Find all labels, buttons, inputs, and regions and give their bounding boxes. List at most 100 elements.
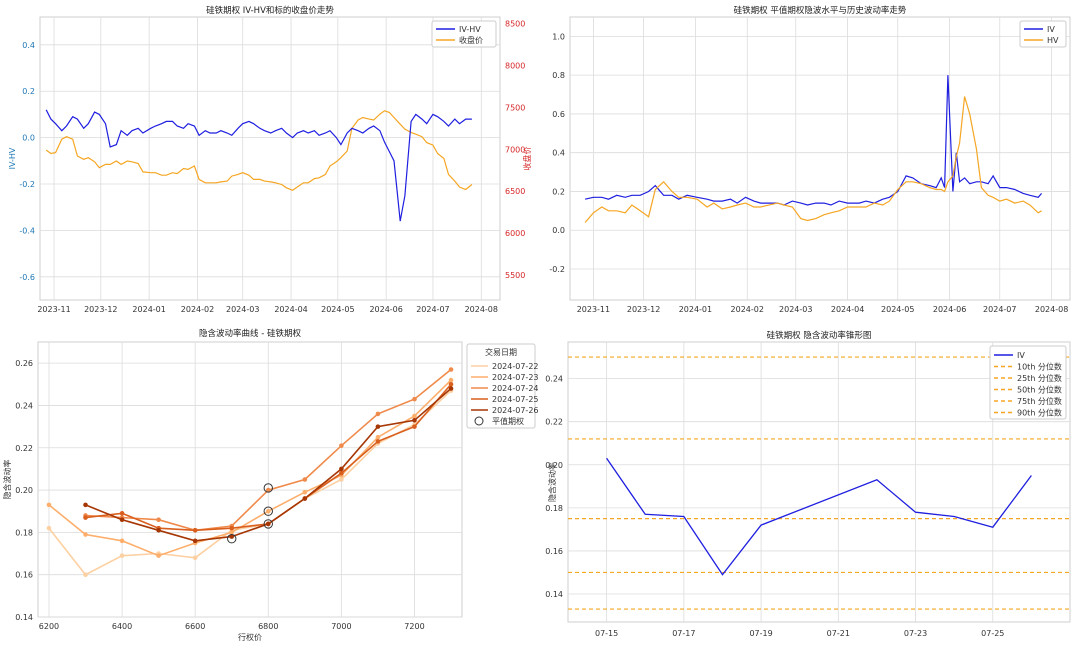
y-tick-label: 0.20 [15, 486, 33, 495]
x-tick-label: 2024-04 [274, 305, 307, 314]
smile-point [229, 534, 235, 539]
smile-point [302, 489, 308, 495]
x-tick-label: 07-15 [595, 629, 618, 638]
legend-atm-swatch [474, 416, 484, 426]
plot-frame [569, 16, 1071, 301]
smile-point [375, 411, 381, 417]
iv-hv-line [45, 109, 472, 222]
iv-line [606, 457, 1032, 576]
y-tick-label: 0.18 [545, 504, 563, 513]
y-tick-label: 0.22 [545, 418, 563, 427]
smile-point [339, 466, 344, 472]
legend-label: 2024-07-24 [492, 384, 539, 393]
legend: 交易日期 2024-07-22 2024-07-23 2024-07-24 2024-0… [466, 343, 539, 429]
chart-title: 硅铁期权 平值期权隐波水平与历史波动率走势 [734, 5, 907, 16]
smile-point [448, 367, 454, 372]
iv-line [584, 75, 1043, 206]
x-tick-label: 6200 [39, 622, 59, 631]
smile-point [265, 521, 271, 527]
x-tick-label: 2023-11 [577, 305, 610, 314]
plot-frame [39, 16, 501, 301]
chart-title: 隐含波动率曲线 - 硅铁期权 [199, 328, 301, 339]
x-tick-label: 2023-12 [84, 305, 117, 314]
legend-label: 50th 分位数 [1017, 385, 1062, 395]
legend-label: 90th 分位数 [1017, 408, 1062, 418]
smile-point [339, 477, 344, 482]
y-tick-label: -0.2 [19, 180, 35, 189]
smile-point [302, 496, 308, 501]
atm-marker [263, 483, 273, 493]
y-axis-label: 隐含波动率 [547, 462, 557, 502]
y-tick-label: 0.2 [552, 187, 565, 196]
smile-point [83, 532, 88, 537]
x-tick-label: 2024-07 [416, 305, 449, 314]
panel-iv-cone: 07-15 07-17 07-19 07-21 07-23 07-25 0.24 0.22 0.… [545, 330, 1071, 638]
smile-point [192, 527, 198, 533]
y-tick-label: -0.6 [19, 273, 35, 282]
y-tick-label: 0.14 [15, 613, 33, 622]
x-tick-label: 07-23 [904, 629, 927, 638]
legend-label: 10th 分位数 [1017, 362, 1062, 372]
x-tick-label: 2024-03 [779, 305, 812, 314]
panel-iv-smile: 6200 6400 6600 6800 7000 7200 0.14 0.16 0.18 0.20… [2, 328, 539, 642]
x-tick-label: 6400 [112, 622, 132, 631]
x-tick-label: 07-19 [749, 629, 772, 638]
smile-point [412, 417, 417, 423]
y-tick-label: 0.2 [22, 87, 35, 96]
smile-point [192, 538, 198, 544]
smile-point [119, 538, 125, 544]
smile-point [119, 553, 125, 558]
legend-label: 25th 分位数 [1017, 373, 1062, 383]
atm-marker [263, 519, 273, 529]
smile-point [83, 572, 88, 577]
y-tick-label: 0.16 [15, 571, 33, 580]
y-axis-label: IV-HV [8, 147, 17, 169]
x-tick-label: 07-21 [827, 629, 850, 638]
smile-point [156, 553, 161, 558]
smile-point [375, 424, 381, 429]
smile-point [229, 530, 235, 535]
y-tick-label: 0.14 [545, 590, 563, 599]
legend-label: IV-HV [459, 25, 481, 34]
legend-label: 2024-07-23 [492, 373, 539, 382]
smile-point [46, 525, 52, 531]
legend-label: 2024-07-25 [492, 395, 539, 404]
legend-box [1019, 20, 1067, 48]
chart-title: 硅铁期权 隐含波动率锥形图 [767, 330, 872, 341]
y2-tick-label: 6500 [505, 187, 525, 196]
x-tick-label: 2023-12 [627, 305, 660, 314]
smile-line [48, 379, 452, 557]
smile-point [412, 396, 417, 402]
legend-label: 2024-07-26 [492, 406, 539, 415]
y-tick-label: 0.20 [545, 461, 563, 470]
y-tick-label: 0.24 [545, 375, 563, 384]
y-tick-label: 0.16 [545, 547, 563, 556]
smile-point [412, 413, 417, 419]
smile-point [46, 502, 52, 508]
close-price-line [45, 110, 473, 191]
smile-point [119, 517, 125, 522]
atm-marker [227, 534, 237, 544]
x-tick-label: 2024-08 [1035, 305, 1068, 314]
smile-line [48, 390, 452, 576]
legend-label: IV [1017, 351, 1025, 360]
x-tick-label: 2024-03 [226, 305, 259, 314]
x-tick-label: 2024-07 [983, 305, 1016, 314]
smile-point [412, 424, 417, 429]
smile-point [156, 527, 161, 533]
x-tick-label: 2024-04 [831, 305, 864, 314]
smile-point [192, 555, 198, 561]
smile-point [448, 382, 454, 387]
y-tick-label: 0.4 [22, 41, 35, 50]
x-tick-label: 7200 [404, 622, 424, 631]
y-tick-label: 0.24 [15, 401, 33, 410]
panel-iv-hv-close: 2023-11 2023-12 2024-01 2024-02 2024-03 2024-… [8, 5, 532, 314]
smile-point [265, 508, 271, 514]
hv-line [584, 96, 1042, 223]
legend-box [466, 343, 536, 429]
y-tick-label: 0.0 [552, 226, 565, 235]
smile-point [83, 502, 88, 508]
y2-tick-label: 5500 [505, 271, 525, 280]
